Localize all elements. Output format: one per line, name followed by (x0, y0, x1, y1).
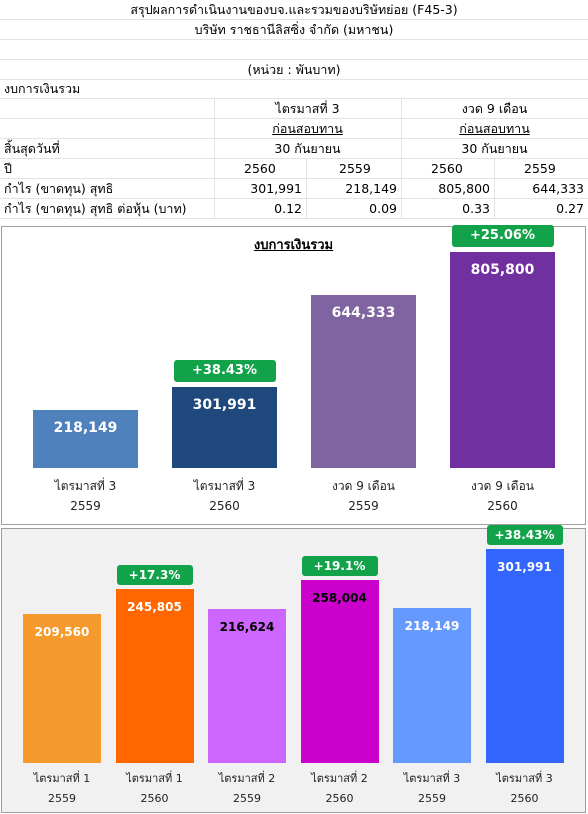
category-label: ไตรมาสที่ 3 2559 (373, 769, 491, 809)
value-cell: 0.12 (274, 201, 302, 216)
period-end-label: สิ้นสุดวันที่ (4, 140, 60, 156)
audit-status-9month: ก่อนสอบทาน (459, 120, 530, 136)
section-label: งบการเงินรวม (4, 81, 81, 96)
category-period: งวด 9 เดือน (471, 479, 534, 493)
chart-bar: 644,333 (311, 295, 416, 468)
year-cell: 2559 (524, 161, 556, 176)
year-label: ปี (4, 160, 12, 176)
financial-summary-sheet: สรุปผลการดำเนินงานของบจ.และรวมของบริษัทย… (0, 0, 588, 222)
empty-row (0, 40, 588, 60)
chart-bar: 301,991 (172, 387, 277, 468)
growth-badge: +25.06% (451, 225, 554, 248)
value-cell: 218,149 (345, 181, 397, 196)
category-label: ไตรมาสที่ 3 2560 (152, 476, 297, 516)
category-year: 2560 (510, 792, 539, 805)
category-year: 2559 (48, 792, 76, 805)
bar-value-label: 301,991 (497, 559, 552, 574)
chart-bar: 301,991 (485, 548, 564, 763)
category-year: 2559 (418, 792, 446, 805)
consolidated-bar-chart: งบการเงินรวม 218,149 ไตรมาสที่ 3 2559 301,9… (1, 225, 586, 525)
bar-value-label: 216,624 (219, 620, 275, 635)
bar-value-label: 209,560 (34, 625, 90, 640)
year-cell: 2560 (244, 161, 276, 176)
category-label: ไตรมาสที่ 1 2560 (96, 769, 214, 809)
category-year: 2559 (70, 499, 101, 513)
category-year: 2559 (348, 499, 379, 513)
unit-label: (หน่วย : พันบาท) (247, 61, 341, 77)
bar-value-label: 805,800 (470, 262, 535, 279)
chart-bar: 209,560 (23, 614, 101, 763)
bar-value-label: 301,991 (192, 397, 257, 414)
value-cell: 301,991 (250, 181, 302, 196)
value-cell: 0.09 (369, 201, 397, 216)
category-year: 2560 (140, 792, 169, 805)
company-row: บริษัท ราชธานีลิสซิ่ง จำกัด (มหาชน) (0, 20, 588, 40)
unit-row: (หน่วย : พันบาท) (0, 60, 588, 80)
chart-bar: 245,805 (115, 588, 194, 763)
category-period: ไตรมาสที่ 3 (403, 772, 461, 785)
category-period: ไตรมาสที่ 3 (496, 772, 553, 785)
bar-value-label: 218,149 (53, 419, 118, 436)
growth-badge: +19.1% (301, 556, 378, 577)
year-cell: 2559 (339, 161, 371, 176)
growth-badge: +17.3% (116, 564, 193, 585)
quarterly-bar-chart: 209,560 ไตรมาสที่ 1 2559 245,805 +17.3% ไตรมา… (1, 524, 586, 813)
value-cell: 805,800 (438, 181, 490, 196)
chart-title: งบการเงินรวม (253, 238, 334, 253)
category-label: ไตรมาสที่ 3 2560 (466, 769, 584, 809)
category-period: ไตรมาสที่ 3 (54, 479, 117, 493)
category-period: ไตรมาสที่ 1 (33, 772, 91, 785)
value-cell: 0.27 (556, 201, 584, 216)
section-row: งบการเงินรวม (0, 80, 588, 99)
value-cell: 0.33 (462, 201, 490, 216)
growth-badge: +38.43% (486, 524, 563, 545)
audit-status-quarter: ก่อนสอบทาน (272, 120, 343, 136)
category-label: ไตรมาสที่ 3 2559 (13, 476, 158, 516)
category-period: ไตรมาสที่ 2 (218, 772, 276, 785)
bar-value-label: 258,004 (312, 591, 367, 606)
chart-bar: 258,004 (300, 580, 379, 763)
company-name: บริษัท ราชธานีลิสซิ่ง จำกัด (มหาชน) (194, 21, 394, 37)
growth-badge: +38.43% (173, 360, 276, 383)
period-end-row: สิ้นสุดวันที่ 30 กันยายน 30 กันยายน (0, 139, 588, 159)
chart-bar: 805,800 (450, 252, 555, 468)
year-cell: 2560 (431, 161, 463, 176)
period-end-9month: 30 กันยายน (461, 140, 528, 156)
category-period: ไตรมาสที่ 2 (311, 772, 368, 785)
category-period: ไตรมาสที่ 1 (126, 772, 183, 785)
bar-value-label: 644,333 (331, 305, 396, 322)
category-year: 2560 (209, 499, 240, 513)
year-row: ปี 2560 2559 2560 2559 (0, 159, 588, 179)
category-label: ไตรมาสที่ 2 2560 (281, 769, 399, 809)
chart-bar: 216,624 (208, 609, 286, 763)
period-header-quarter: ไตรมาสที่ 3 (275, 100, 340, 116)
bar-value-label: 245,805 (127, 599, 182, 614)
category-year: 2560 (487, 499, 518, 513)
net-profit-row: กำไร (ขาดทุน) สุทธิ 301,991 218,149 805,… (0, 179, 588, 199)
category-label: งวด 9 เดือน 2559 (291, 476, 436, 516)
audit-row: ก่อนสอบทาน ก่อนสอบทาน (0, 119, 588, 139)
category-year: 2560 (325, 792, 354, 805)
row-label: กำไร (ขาดทุน) สุทธิ (4, 180, 114, 196)
category-label: งวด 9 เดือน 2560 (430, 476, 575, 516)
period-header-row: ไตรมาสที่ 3 งวด 9 เดือน (0, 99, 588, 119)
category-period: ไตรมาสที่ 3 (193, 479, 256, 493)
row-label: กำไร (ขาดทุน) สุทธิ ต่อหุ้น (บาท) (4, 200, 187, 216)
category-year: 2559 (233, 792, 261, 805)
period-header-9month: งวด 9 เดือน (461, 100, 528, 116)
chart-bar: 218,149 (393, 608, 471, 763)
category-label: ไตรมาสที่ 1 2559 (3, 769, 121, 809)
category-period: งวด 9 เดือน (332, 479, 395, 493)
sheet-title-row: สรุปผลการดำเนินงานของบจ.และรวมของบริษัทย… (0, 0, 588, 20)
category-label: ไตรมาสที่ 2 2559 (188, 769, 306, 809)
value-cell: 644,333 (532, 181, 584, 196)
bar-value-label: 218,149 (404, 619, 460, 634)
eps-row: กำไร (ขาดทุน) สุทธิ ต่อหุ้น (บาท) 0.12 0… (0, 199, 588, 219)
period-end-quarter: 30 กันยายน (274, 140, 341, 156)
chart-bar: 218,149 (33, 409, 138, 468)
sheet-title: สรุปผลการดำเนินงานของบจ.และรวมของบริษัทย… (130, 1, 458, 17)
